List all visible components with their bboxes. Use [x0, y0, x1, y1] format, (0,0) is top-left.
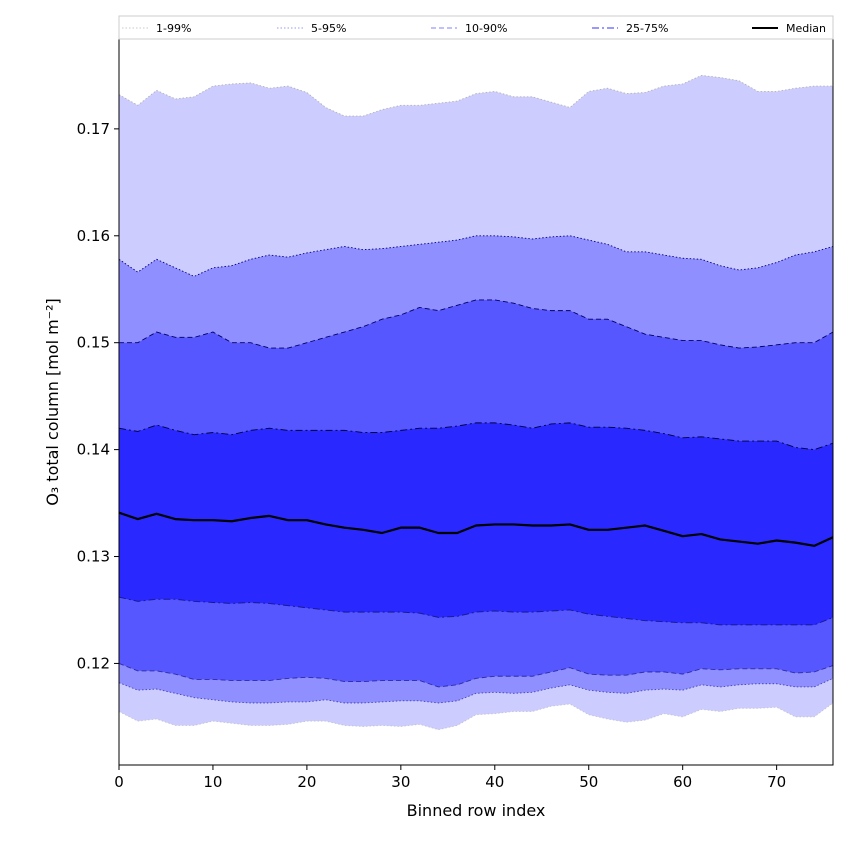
median-line [118, 511, 834, 547]
median-series [118, 511, 834, 547]
band-10-90%-upper-edge [119, 299, 834, 349]
legend-label-10-90%: 10-90% [465, 22, 507, 35]
x-tick-label: 50 [579, 773, 598, 791]
percentile-bands [118, 74, 834, 731]
axes: 0 10 20 30 40 50 60 70 0.12 0.13 0.14 0.15 0.16 0.17 [77, 120, 787, 791]
band-25-75%-upper-edge [118, 422, 834, 451]
legend-box [118, 15, 834, 40]
legend: 1-99% 5-95% 10-90% 25-75% Median [118, 15, 834, 40]
band-10-90%-lower-edge [118, 663, 834, 688]
x-tick-label: 60 [673, 773, 692, 791]
x-tick-label: 0 [114, 773, 124, 791]
legend-label-5-95%: 5-95% [311, 22, 346, 35]
band-1-99%-lower-edge [118, 702, 834, 731]
x-tick-label: 40 [485, 773, 504, 791]
y-tick-label: 0.14 [77, 441, 110, 459]
y-tick-label: 0.12 [77, 654, 110, 672]
band-5-95%-upper-edge [118, 235, 834, 277]
x-tick-label: 30 [391, 773, 410, 791]
band-5-95%-lower-edge [118, 677, 834, 704]
y-tick-label: 0.15 [77, 334, 110, 352]
y-tick-label: 0.17 [77, 120, 110, 138]
legend-label-Median: Median [786, 22, 826, 35]
band-1-99%-upper-edge [118, 74, 833, 117]
x-tick-label: 10 [203, 773, 222, 791]
x-axis-label: Binned row index [407, 801, 546, 820]
y-tick-label: 0.16 [77, 227, 110, 245]
legend-label-1-99%: 1-99% [156, 22, 191, 35]
band-25-75%-fill [119, 422, 833, 625]
legend-label-25-75%: 25-75% [626, 22, 668, 35]
y-axis-label: O₃ total column [mol m⁻²] [43, 298, 62, 506]
legend-items: 1-99% 5-95% 10-90% 25-75% Median [122, 22, 826, 35]
x-tick-label: 20 [297, 773, 316, 791]
x-tick-label: 70 [767, 773, 786, 791]
y-tick-label: 0.13 [77, 548, 110, 566]
